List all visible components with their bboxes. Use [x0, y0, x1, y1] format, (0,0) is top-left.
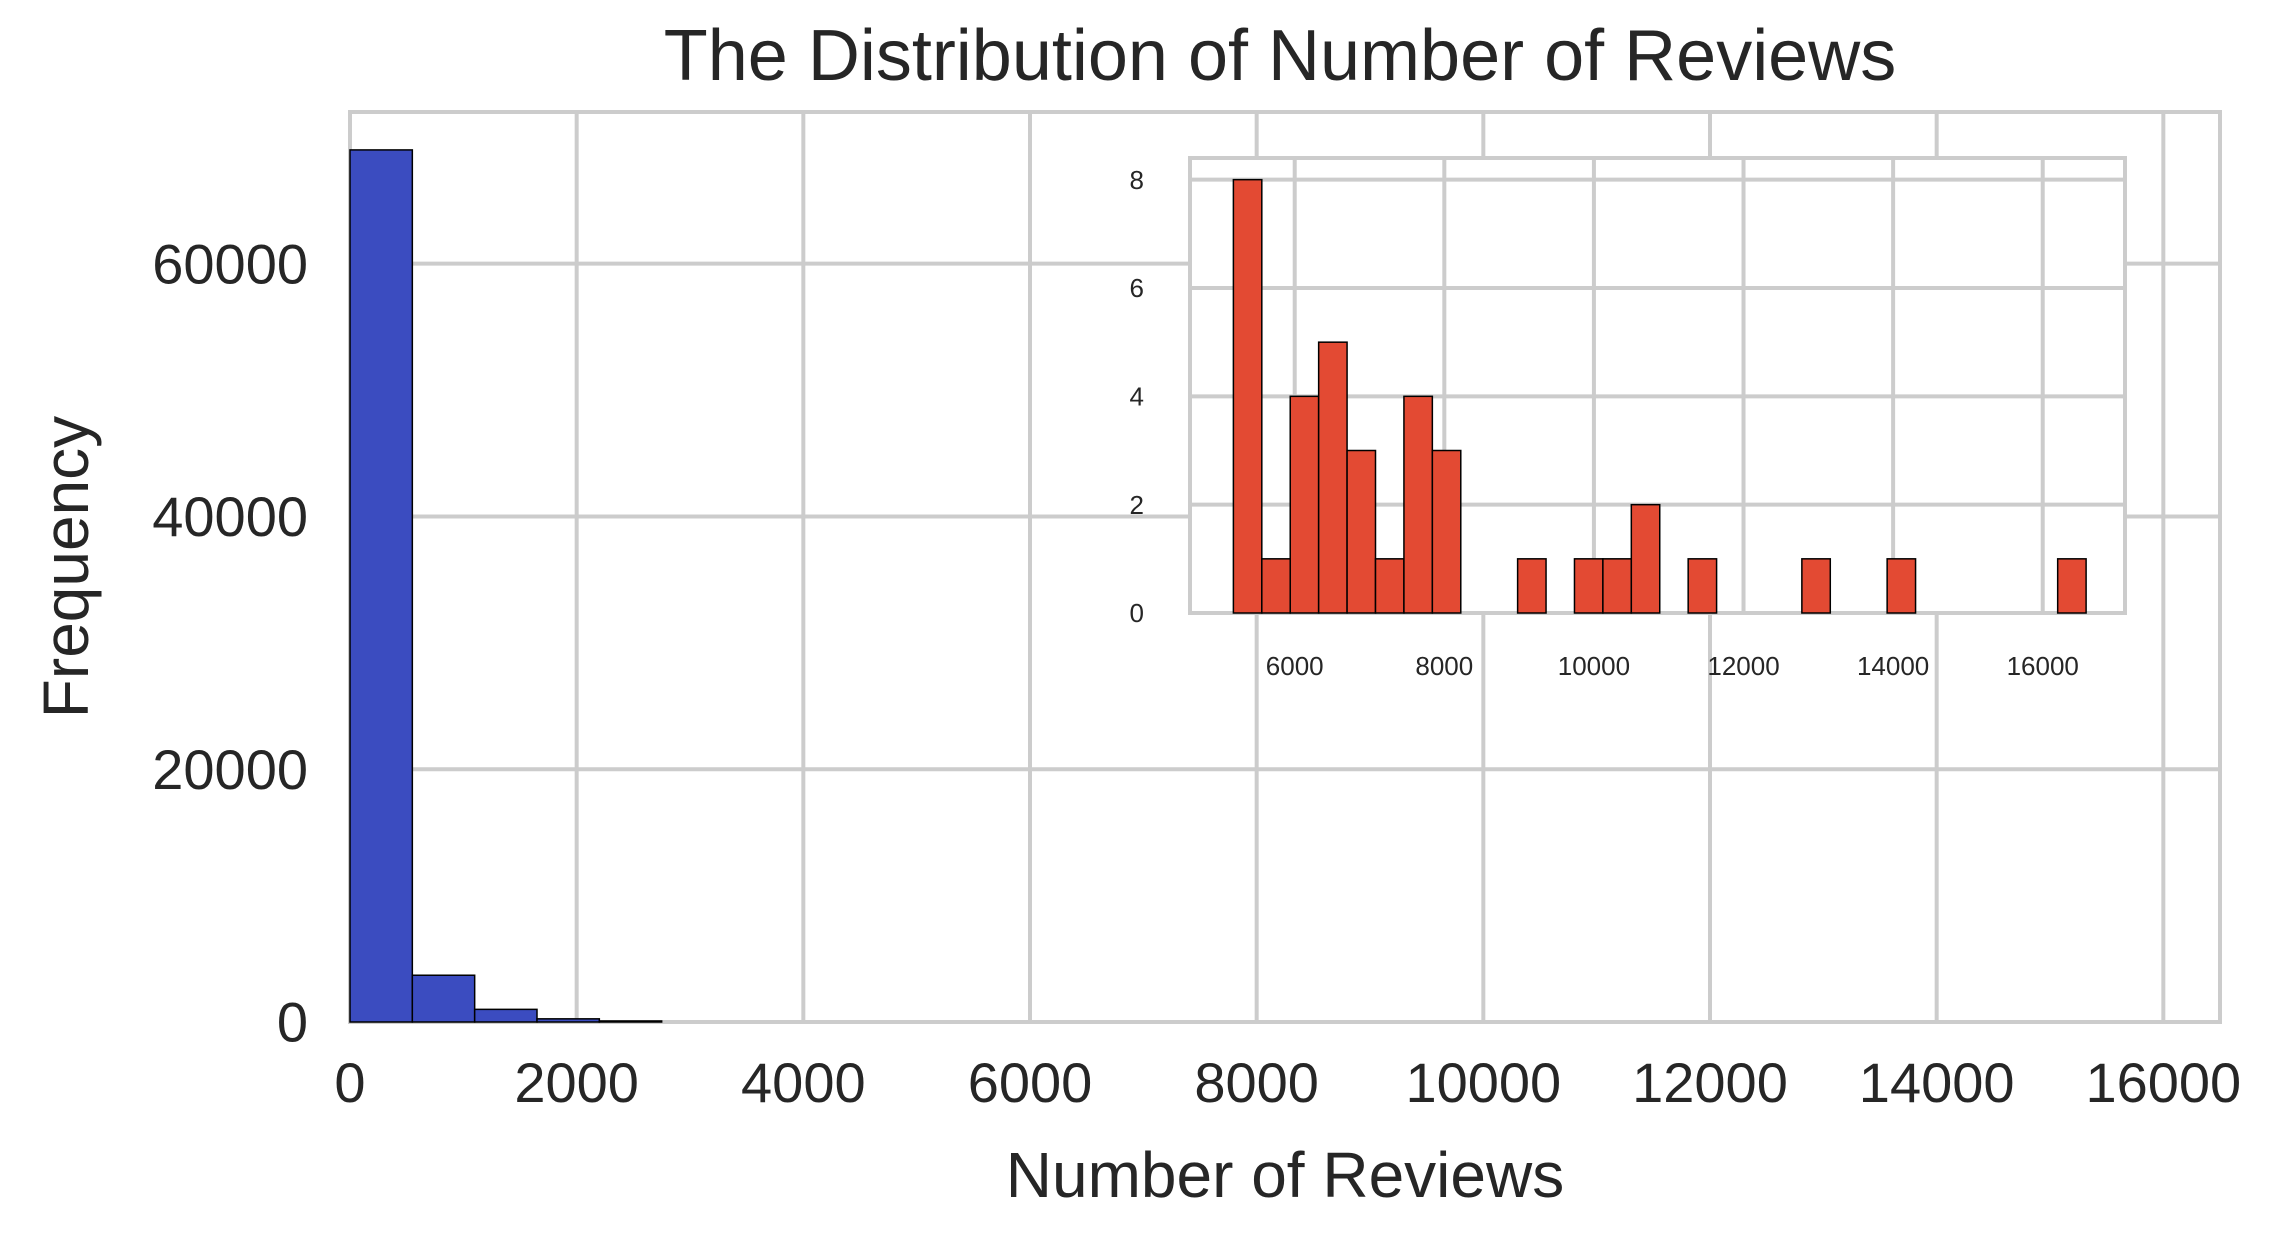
- inset-y-tick-labels: 0 2 4 6 8: [1130, 165, 1144, 628]
- histogram-bar: [2056, 558, 2087, 614]
- y-axis-label: Frequency: [30, 416, 102, 718]
- histogram-bar: [1516, 558, 1547, 614]
- x-tick-label: 14000: [1859, 1051, 2015, 1114]
- x-tick-label: 10000: [1405, 1051, 1561, 1114]
- x-axis-label: Number of Reviews: [1006, 1139, 1564, 1211]
- histogram-bar: [1886, 558, 1917, 614]
- x-tick-label: 14000: [1857, 651, 1929, 681]
- x-tick-label: 4000: [741, 1051, 866, 1114]
- y-tick-label: 40000: [152, 485, 308, 548]
- x-tick-label: 0: [334, 1051, 365, 1114]
- histogram-bar: [349, 149, 414, 1023]
- histogram-bar: [1261, 558, 1291, 614]
- main-x-tick-labels: 0 2000 4000 6000 8000 10000 12000 14000 16000: [334, 1051, 2241, 1114]
- x-tick-label: 12000: [1632, 1051, 1788, 1114]
- chart-title: The Distribution of Number of Reviews: [664, 16, 1896, 96]
- main-y-tick-labels: 0 20000 40000 60000: [152, 232, 308, 1053]
- y-tick-label: 4: [1130, 381, 1144, 411]
- main-bars: [349, 149, 663, 1023]
- histogram-bar: [411, 974, 476, 1023]
- inset-histogram: 6000 8000 10000 12000 14000 16000 0 2 4 6 8: [1130, 156, 2127, 681]
- y-tick-label: 0: [277, 991, 308, 1054]
- histogram-bar: [1232, 178, 1263, 614]
- y-tick-label: 6: [1130, 273, 1144, 303]
- x-tick-label: 16000: [2085, 1051, 2241, 1114]
- inset-bars: [1232, 178, 2087, 614]
- histogram-bar: [1602, 558, 1633, 614]
- x-tick-label: 6000: [1266, 651, 1324, 681]
- histogram-bar: [1289, 395, 1320, 614]
- x-tick-label: 12000: [1707, 651, 1779, 681]
- x-tick-label: 8000: [1194, 1051, 1319, 1114]
- histogram-bar: [1403, 395, 1434, 614]
- y-tick-label: 8: [1130, 165, 1144, 195]
- inset-x-tick-labels: 6000 8000 10000 12000 14000 16000: [1266, 651, 2079, 681]
- y-tick-label: 2: [1130, 490, 1144, 520]
- histogram-bar: [536, 1018, 601, 1023]
- histogram-bar: [598, 1020, 663, 1023]
- histogram-bar: [1801, 558, 1832, 614]
- y-tick-label: 20000: [152, 738, 308, 801]
- histogram-bar: [1630, 503, 1661, 614]
- x-tick-label: 16000: [2007, 651, 2079, 681]
- x-tick-label: 8000: [1415, 651, 1473, 681]
- histogram-bar: [1374, 558, 1405, 614]
- x-tick-label: 10000: [1558, 651, 1630, 681]
- histogram-bar: [1573, 558, 1604, 614]
- histogram-bar: [1687, 558, 1718, 614]
- histogram-bar: [473, 1008, 538, 1023]
- histogram-bar: [1317, 341, 1348, 614]
- y-tick-label: 0: [1130, 598, 1144, 628]
- histogram-bar: [1431, 449, 1462, 614]
- x-tick-label: 2000: [514, 1051, 639, 1114]
- x-tick-label: 6000: [968, 1051, 1093, 1114]
- y-tick-label: 60000: [152, 232, 308, 295]
- histogram-bar: [1346, 449, 1377, 614]
